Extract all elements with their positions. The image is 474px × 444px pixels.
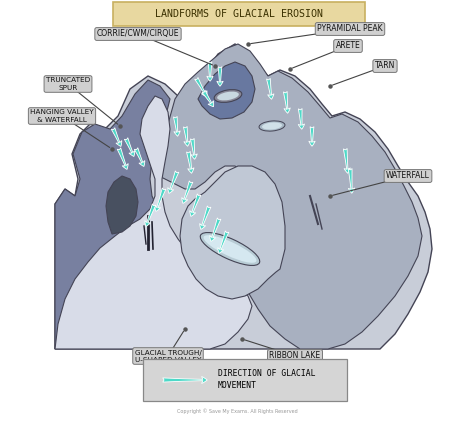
Ellipse shape	[214, 90, 242, 103]
Text: RIBBON LAKE: RIBBON LAKE	[269, 352, 320, 361]
Ellipse shape	[262, 123, 282, 130]
Polygon shape	[180, 166, 285, 299]
Ellipse shape	[217, 91, 239, 100]
Polygon shape	[155, 44, 422, 349]
Ellipse shape	[203, 235, 256, 263]
Text: LANDFORMS OF GLACIAL EROSION: LANDFORMS OF GLACIAL EROSION	[155, 9, 323, 19]
Text: PYRAMIDAL PEAK: PYRAMIDAL PEAK	[317, 24, 383, 33]
Text: TRUNCATED
SPUR: TRUNCATED SPUR	[46, 78, 90, 91]
Text: CORRIE/CWM/CIRQUE: CORRIE/CWM/CIRQUE	[97, 29, 179, 39]
FancyBboxPatch shape	[113, 2, 365, 26]
Polygon shape	[198, 62, 255, 119]
Text: TARN: TARN	[375, 62, 395, 71]
Text: DIRECTION OF GLACIAL: DIRECTION OF GLACIAL	[218, 369, 316, 378]
Text: MOVEMENT: MOVEMENT	[218, 381, 257, 391]
Polygon shape	[55, 96, 252, 349]
Text: GLACIAL TROUGH/
U-SHAPED VALLEY: GLACIAL TROUGH/ U-SHAPED VALLEY	[135, 349, 201, 362]
Ellipse shape	[200, 233, 260, 266]
Text: HANGING VALLEY
& WATERFALL: HANGING VALLEY & WATERFALL	[30, 110, 94, 123]
Text: Copyright © Save My Exams. All Rights Reserved: Copyright © Save My Exams. All Rights Re…	[177, 408, 297, 414]
Text: WATERFALL: WATERFALL	[386, 171, 430, 181]
Polygon shape	[106, 176, 138, 234]
Text: ARETE: ARETE	[336, 41, 360, 51]
Polygon shape	[55, 44, 432, 349]
Polygon shape	[55, 80, 170, 349]
FancyBboxPatch shape	[143, 359, 347, 401]
Ellipse shape	[259, 121, 285, 131]
